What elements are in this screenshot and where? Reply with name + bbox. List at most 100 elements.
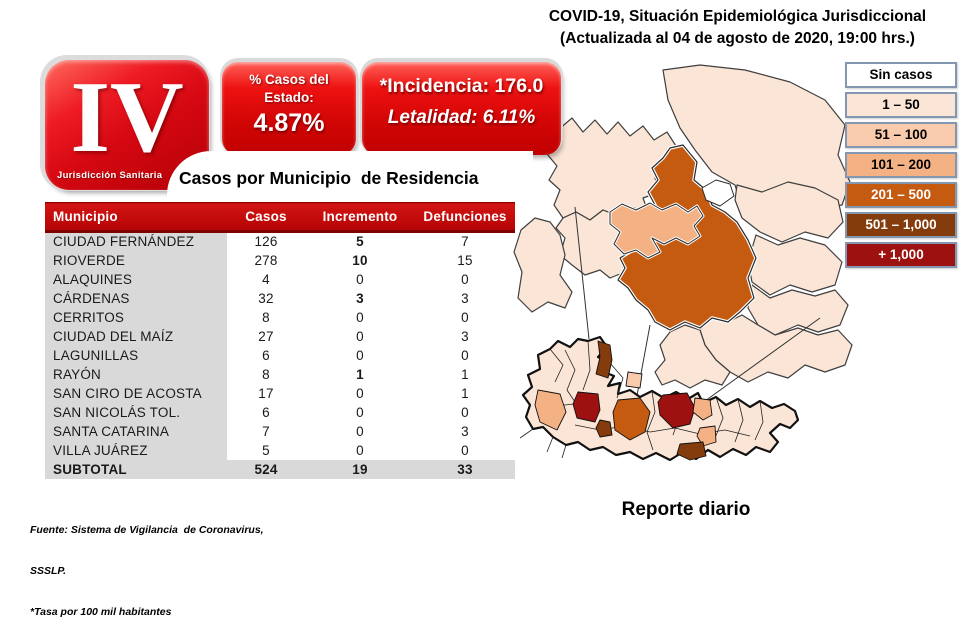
municipality-table-header: Municipio Casos Incremento Defunciones <box>45 202 515 233</box>
jurisdiction-badge: IV Jurisdicción Sanitaria <box>45 60 209 190</box>
table-cell: 33 <box>415 459 515 479</box>
source-line3: *Tasa por 100 mil habitantes <box>30 606 172 619</box>
state-percent-value: 4.87% <box>253 109 325 138</box>
table-cell: 8 <box>262 309 270 325</box>
municipality-shape <box>513 217 573 313</box>
table-cell: 0 <box>356 385 364 401</box>
table-cell: 17 <box>258 385 274 401</box>
municipality-outline <box>617 144 757 331</box>
legend-item: 51 – 100 <box>845 122 957 148</box>
table-title: Casos por Municipio de Residencia <box>179 168 479 188</box>
locality-shape <box>612 397 651 441</box>
table-cell: CIUDAD DEL MAÍZ <box>45 326 227 346</box>
table-cell: SAN CIRO DE ACOSTA <box>45 383 227 403</box>
table-cell: 0 <box>461 404 469 420</box>
table-cell: SANTA CATARINA <box>45 421 227 441</box>
report-title-line2: (Actualizada al 04 de agosto de 2020, 19… <box>560 29 915 47</box>
municipality-table: Municipio Casos Incremento Defunciones C… <box>45 202 515 479</box>
legend-item: Sin casos <box>845 62 957 88</box>
municipality-shape <box>734 181 844 243</box>
table-cell: 27 <box>258 328 274 344</box>
table-row: SAN CIRO DE ACOSTA 17 0 1 <box>45 383 515 403</box>
col-casos: Casos <box>227 202 305 233</box>
table-row: ALAQUINES 4 0 0 <box>45 269 515 289</box>
jurisdiction-map <box>505 60 860 475</box>
table-cell: 7 <box>262 423 270 439</box>
table-cell: 4 <box>262 271 270 287</box>
table-cell: 3 <box>356 290 364 306</box>
locality-shape <box>676 441 707 461</box>
municipality-table-body: CIUDAD FERNÁNDEZ 126 5 7 RIOVERDE 278 10 15 ALAQ… <box>45 231 515 479</box>
table-cell: 0 <box>356 442 364 458</box>
incidence-value: *Incidencia: 176.0 <box>379 75 544 97</box>
table-cell: CERRITOS <box>45 307 227 327</box>
table-cell: 0 <box>356 271 364 287</box>
table-row: SAN NICOLÁS TOL. 6 0 0 <box>45 402 515 422</box>
map-legend: Sin casos 1 – 50 51 – 100 101 – 200 201 – 50… <box>845 62 957 272</box>
table-cell: CÁRDENAS <box>45 288 227 308</box>
locality-shape <box>625 371 643 389</box>
locality-shape <box>595 419 613 438</box>
lethality-value: Letalidad: 6.11% <box>387 107 536 128</box>
table-row: RIOVERDE 278 10 15 <box>45 250 515 270</box>
table-cell: 0 <box>461 442 469 458</box>
col-municipio: Municipio <box>45 202 227 233</box>
table-cell: 0 <box>356 328 364 344</box>
locality-shape <box>696 425 717 447</box>
legend-item: + 1,000 <box>845 242 957 268</box>
table-cell: 19 <box>305 459 415 479</box>
table-cell: 0 <box>356 309 364 325</box>
table-cell: SAN NICOLÁS TOL. <box>45 402 227 422</box>
map-caption: Reporte diario <box>621 499 751 520</box>
municipality-shape <box>654 324 731 389</box>
table-cell: 15 <box>457 252 473 268</box>
table-row: CERRITOS 8 0 0 <box>45 307 515 327</box>
table-row: CIUDAD FERNÁNDEZ 126 5 7 <box>45 231 515 251</box>
table-cell: 1 <box>356 366 364 382</box>
legend-item: 1 – 50 <box>845 92 957 118</box>
table-cell: 1 <box>461 366 469 382</box>
table-row: CÁRDENAS 32 3 3 <box>45 288 515 308</box>
source-line2: SSSLP. <box>30 565 66 578</box>
table-cell: CIUDAD FERNÁNDEZ <box>45 231 227 251</box>
locality-detail-map <box>519 335 800 462</box>
table-cell: 524 <box>227 459 305 479</box>
table-cell: 0 <box>461 271 469 287</box>
table-cell: 0 <box>356 347 364 363</box>
locality-shape <box>595 340 613 379</box>
table-cell: 5 <box>262 442 270 458</box>
table-cell: 3 <box>461 328 469 344</box>
locality-shape <box>692 397 713 421</box>
table-row: VILLA JUÁREZ 5 0 0 <box>45 440 515 460</box>
source-note: Fuente: Sistema de Vigilancia de Coronav… <box>30 497 264 633</box>
table-cell: VILLA JUÁREZ <box>45 440 227 460</box>
report-title-line1: COVID-19, Situación Epidemiológica Juris… <box>548 8 927 25</box>
table-cell: 1 <box>461 385 469 401</box>
jurisdiction-label: Jurisdicción Sanitaria <box>57 170 163 181</box>
table-cell: 3 <box>461 290 469 306</box>
report-title: COVID-19, Situación Epidemiológica Juris… <box>515 6 960 49</box>
table-cell: RAYÓN <box>45 364 227 384</box>
state-percent-box: % Casos del Estado: 4.87% <box>222 62 356 155</box>
table-cell: 0 <box>356 404 364 420</box>
table-cell: 5 <box>356 234 364 250</box>
table-cell: 0 <box>461 347 469 363</box>
table-cell: 6 <box>262 347 270 363</box>
table-cell: 10 <box>352 252 368 268</box>
incidence-lethality-box: *Incidencia: 176.0 Letalidad: 6.11% <box>362 62 561 155</box>
table-row: LAGUNILLAS 6 0 0 <box>45 345 515 365</box>
legend-item: 101 – 200 <box>845 152 957 178</box>
table-callout-panel: Casos por Municipio de Residencia <box>167 151 533 204</box>
locality-shape <box>534 389 567 431</box>
table-cell: LAGUNILLAS <box>45 345 227 365</box>
table-cell: 7 <box>461 234 469 250</box>
table-cell: 126 <box>254 234 278 250</box>
jurisdiction-numeral: IV <box>70 61 184 174</box>
legend-item: 501 – 1,000 <box>845 212 957 238</box>
municipality-outline <box>609 202 704 259</box>
table-cell: 6 <box>262 404 270 420</box>
table-cell: RIOVERDE <box>45 250 227 270</box>
locality-shape <box>572 391 601 423</box>
table-cell: 0 <box>356 423 364 439</box>
municipality-shape <box>747 234 843 296</box>
